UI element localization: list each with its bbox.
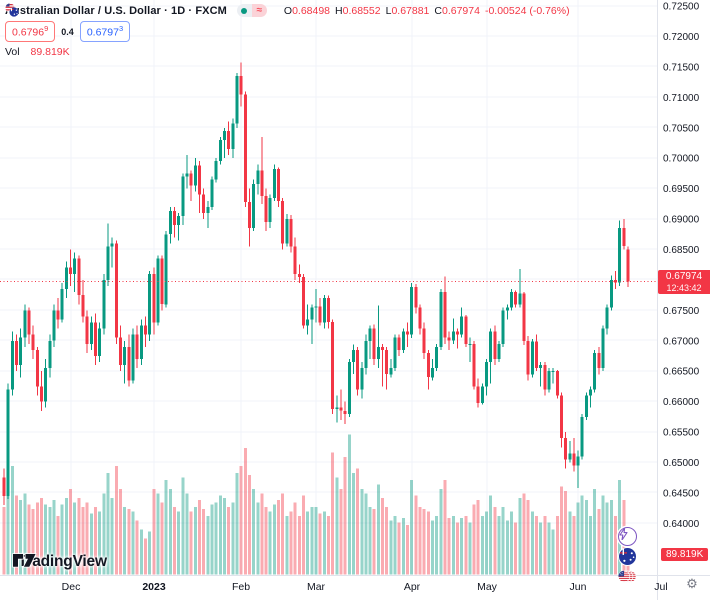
bid-price-button[interactable]: 0.67969 (5, 21, 56, 42)
svg-text:0.66500: 0.66500 (663, 367, 700, 378)
lightning-icon (619, 528, 628, 540)
svg-text:0.69500: 0.69500 (663, 184, 700, 195)
svg-text:0.71500: 0.71500 (663, 62, 700, 73)
open-label: O (283, 4, 293, 17)
last-price-tag: 0.67974 12:43:42 (658, 270, 710, 294)
svg-text:0.65000: 0.65000 (663, 458, 700, 469)
svg-text:0.72500: 0.72500 (663, 2, 700, 13)
svg-text:0.64000: 0.64000 (663, 519, 700, 530)
bar-countdown: 12:43:42 (666, 283, 702, 293)
close-label: C (434, 4, 442, 17)
spread-value: 0.4 (61, 26, 74, 37)
close-value: 0.67974 (442, 4, 480, 17)
volume-indicator-value: 89.819K (30, 46, 70, 58)
floating-buttons (618, 527, 637, 587)
svg-text:0.70500: 0.70500 (663, 123, 700, 134)
aud-flag-button[interactable] (618, 547, 637, 566)
instant-data-lightning-button[interactable] (618, 527, 637, 546)
svg-text:0.68500: 0.68500 (663, 245, 700, 256)
svg-text:Jun: Jun (570, 581, 587, 593)
high-value: 0.68552 (342, 4, 381, 17)
svg-text:Dec: Dec (62, 581, 81, 593)
tradingview-mark-icon (12, 553, 37, 568)
symbol-title[interactable]: Australian Dollar / U.S. Dollar · 1D · F… (5, 4, 227, 17)
time-axis[interactable]: Dec 2023 Feb Mar Apr May Jun Jul (62, 581, 668, 593)
market-status-pill[interactable]: ≈ (236, 4, 267, 17)
svg-text:0.64500: 0.64500 (663, 488, 700, 499)
svg-text:2023: 2023 (142, 581, 166, 593)
approx-data-icon: ≈ (251, 4, 267, 17)
aud-flag-icon (9, 7, 19, 17)
svg-text:May: May (477, 581, 498, 593)
svg-text:0.67500: 0.67500 (663, 306, 700, 317)
market-status-dot-icon (236, 4, 252, 17)
change-value: -0.00524 (-0.76%) (484, 4, 570, 17)
volume-indicator-label[interactable]: Vol (5, 46, 20, 58)
svg-text:Mar: Mar (307, 581, 326, 593)
usd-flag-button[interactable] (618, 567, 637, 586)
currency-pair-icon[interactable] (5, 3, 19, 17)
svg-text:Apr: Apr (404, 581, 421, 593)
svg-text:0.67000: 0.67000 (663, 336, 700, 347)
svg-text:0.71000: 0.71000 (663, 93, 700, 104)
ask-price-button[interactable]: 0.67973 (79, 21, 131, 42)
svg-text:0.66000: 0.66000 (663, 397, 700, 408)
volume-layer (2, 434, 630, 575)
high-label: H (335, 4, 343, 17)
legend: Australian Dollar / U.S. Dollar · 1D · F… (5, 3, 570, 58)
price-axis[interactable]: 0.72500 0.72000 0.71500 0.71000 0.70500 0.700… (663, 2, 700, 530)
svg-text:0.70000: 0.70000 (663, 154, 700, 165)
svg-text:Jul: Jul (654, 581, 667, 593)
timezone-settings-gear-icon[interactable]: ⚙ (686, 576, 698, 591)
ohlc-readout: O0.68498 H0.68552 L0.67881 C0.67974 -0.00524… (279, 5, 570, 17)
last-volume-tag: 89.819K (661, 548, 709, 561)
low-value: 0.67881 (391, 4, 430, 17)
svg-text:0.65500: 0.65500 (663, 428, 700, 439)
last-price-value: 0.67974 (665, 271, 703, 282)
low-label: L (385, 4, 392, 17)
svg-text:0.69000: 0.69000 (663, 215, 700, 226)
candles-layer (2, 62, 630, 506)
tradingview-wordmark: TradingView (18, 553, 107, 570)
svg-text:Feb: Feb (232, 581, 250, 593)
tradingview-logo[interactable]: TradingView (12, 553, 107, 571)
open-value: 0.68498 (292, 4, 331, 17)
svg-text:0.72000: 0.72000 (663, 32, 700, 43)
